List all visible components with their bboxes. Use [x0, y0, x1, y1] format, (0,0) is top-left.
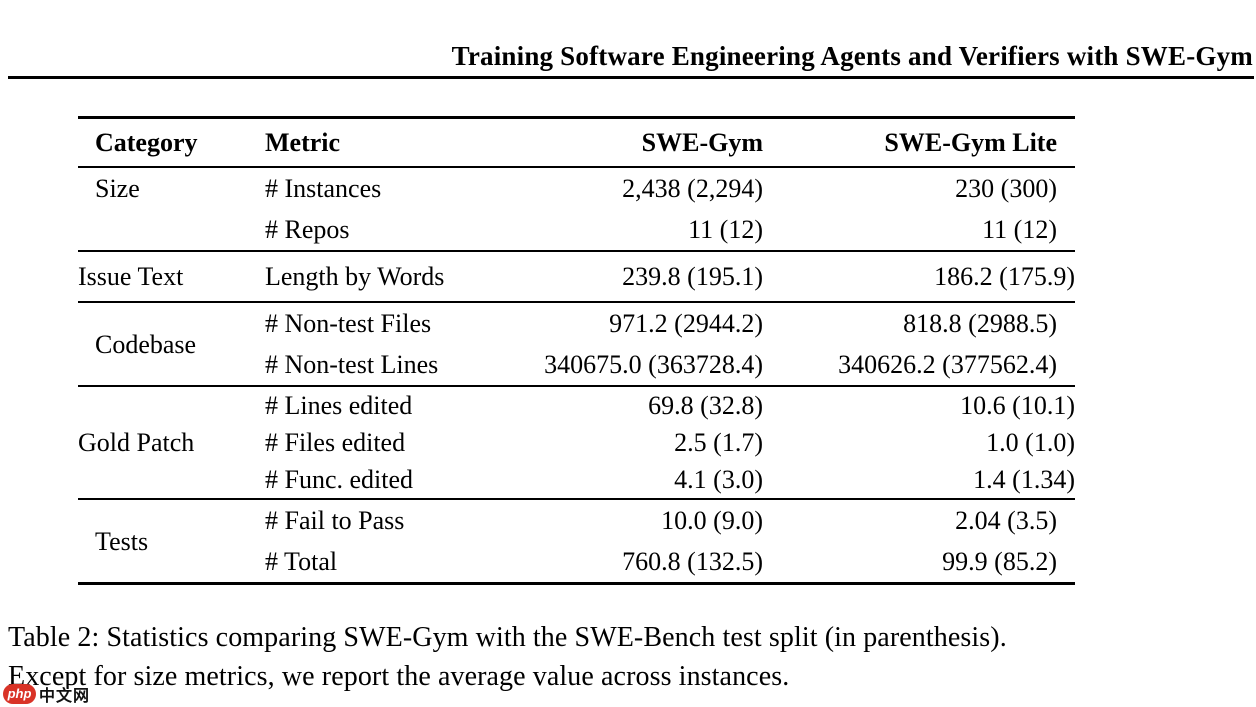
table-row: # Func. edited 4.1 (3.0) 1.4 (1.34)	[78, 461, 1075, 499]
category-cell: Issue Text	[78, 262, 184, 291]
metric-cell: # Func. edited	[265, 465, 414, 494]
swe-gym-value-cell: 69.8 (32.8)	[648, 391, 763, 420]
swe-gym-lite-value-cell: 340626.2 (377562.4)	[838, 350, 1057, 379]
swe-gym-value-cell: 340675.0 (363728.4)	[544, 350, 763, 379]
swe-gym-lite-value-cell: 2.04 (3.5)	[955, 506, 1057, 535]
category-cell: Codebase	[95, 329, 197, 359]
swe-gym-lite-value-cell: 1.4 (1.34)	[973, 465, 1075, 494]
swe-gym-value-cell: 10.0 (9.0)	[661, 506, 763, 535]
table-group: Gold Patch # Lines edited 69.8 (32.8) 10.6 …	[78, 386, 1075, 499]
metric-cell: # Repos	[265, 215, 350, 244]
col-header-category: Category	[95, 128, 198, 157]
swe-gym-value-cell: 971.2 (2944.2)	[609, 309, 763, 338]
php-cn-site-text: 中文网	[39, 688, 91, 705]
swe-gym-value-cell: 11 (12)	[688, 215, 763, 244]
table-row: # Repos 11 (12) 11 (12)	[78, 209, 1075, 251]
table-group: Issue Text Length by Words 239.8 (195.1) 18…	[78, 251, 1075, 302]
swe-gym-lite-value-cell: 1.0 (1.0)	[986, 428, 1075, 457]
col-header-swe-gym-lite: SWE-Gym Lite	[884, 128, 1057, 157]
category-cell: Tests	[95, 526, 149, 556]
category-cell: Size	[95, 174, 140, 203]
paper-title: Training Software Engineering Agents and…	[451, 41, 1253, 71]
stats-table: Category Metric SWE-Gym SWE-Gym Lite Siz…	[78, 116, 1075, 585]
running-header: Training Software Engineering Agents and…	[0, 0, 1256, 79]
col-header-metric: Metric	[265, 128, 341, 157]
swe-gym-lite-value-cell: 10.6 (10.1)	[960, 391, 1075, 420]
category-cell: Gold Patch	[78, 428, 195, 457]
swe-gym-value-cell: 239.8 (195.1)	[622, 262, 763, 291]
col-header-swe-gym: SWE-Gym	[641, 128, 763, 157]
title-rule	[8, 76, 1254, 79]
swe-gym-value-cell: 760.8 (132.5)	[622, 547, 763, 576]
metric-cell: # Fail to Pass	[265, 506, 405, 535]
table-row: Issue Text Length by Words 239.8 (195.1) 18…	[78, 251, 1075, 302]
table-row: # Files edited 2.5 (1.7) 1.0 (1.0)	[78, 424, 1075, 461]
metric-cell: Length by Words	[265, 262, 445, 291]
swe-gym-value-cell: 4.1 (3.0)	[674, 465, 763, 494]
table-group: Codebase # Non-test Files 971.2 (2944.2) 81…	[78, 302, 1075, 386]
table-group: Size # Instances 2,438 (2,294) 230 (300) # R…	[78, 167, 1075, 251]
swe-gym-lite-value-cell: 818.8 (2988.5)	[903, 309, 1057, 338]
table-row: Gold Patch # Lines edited 69.8 (32.8) 10.6 …	[78, 386, 1075, 457]
metric-cell: # Instances	[265, 174, 382, 203]
table-row: Codebase # Non-test Files 971.2 (2944.2) 81…	[78, 302, 1075, 359]
caption-line-1: Table 2: Statistics comparing SWE-Gym wi…	[8, 622, 1007, 653]
swe-gym-lite-value-cell: 99.9 (85.2)	[942, 547, 1057, 576]
metric-cell: # Non-test Lines	[265, 350, 439, 379]
php-logo-icon: php	[3, 684, 36, 704]
caption-line-2: Except for size metrics, we report the a…	[8, 661, 790, 692]
table-row: # Total 760.8 (132.5) 99.9 (85.2)	[78, 541, 1075, 584]
swe-gym-value-cell: 2.5 (1.7)	[674, 428, 763, 457]
swe-gym-lite-value-cell: 230 (300)	[955, 174, 1057, 203]
metric-cell: # Lines edited	[265, 391, 413, 420]
table-row: Tests # Fail to Pass 10.0 (9.0) 2.04 (3.5)	[78, 499, 1075, 556]
table-row: Size # Instances 2,438 (2,294) 230 (300)	[78, 167, 1075, 209]
metric-cell: # Non-test Files	[265, 309, 432, 338]
table-header-row: Category Metric SWE-Gym SWE-Gym Lite	[78, 118, 1075, 167]
swe-gym-lite-value-cell: 11 (12)	[982, 215, 1057, 244]
table-caption: Table 2: Statistics comparing SWE-Gym wi…	[8, 618, 1253, 696]
table-row: # Non-test Lines 340675.0 (363728.4) 34062…	[78, 344, 1075, 386]
table-group: Tests # Fail to Pass 10.0 (9.0) 2.04 (3.5) #…	[78, 499, 1075, 584]
metric-cell: # Files edited	[265, 428, 406, 457]
swe-gym-lite-value-cell: 186.2 (175.9)	[934, 262, 1075, 291]
metric-cell: # Total	[265, 547, 338, 576]
swe-gym-value-cell: 2,438 (2,294)	[622, 174, 763, 203]
watermark-php-cn: php 中文网	[3, 682, 90, 706]
